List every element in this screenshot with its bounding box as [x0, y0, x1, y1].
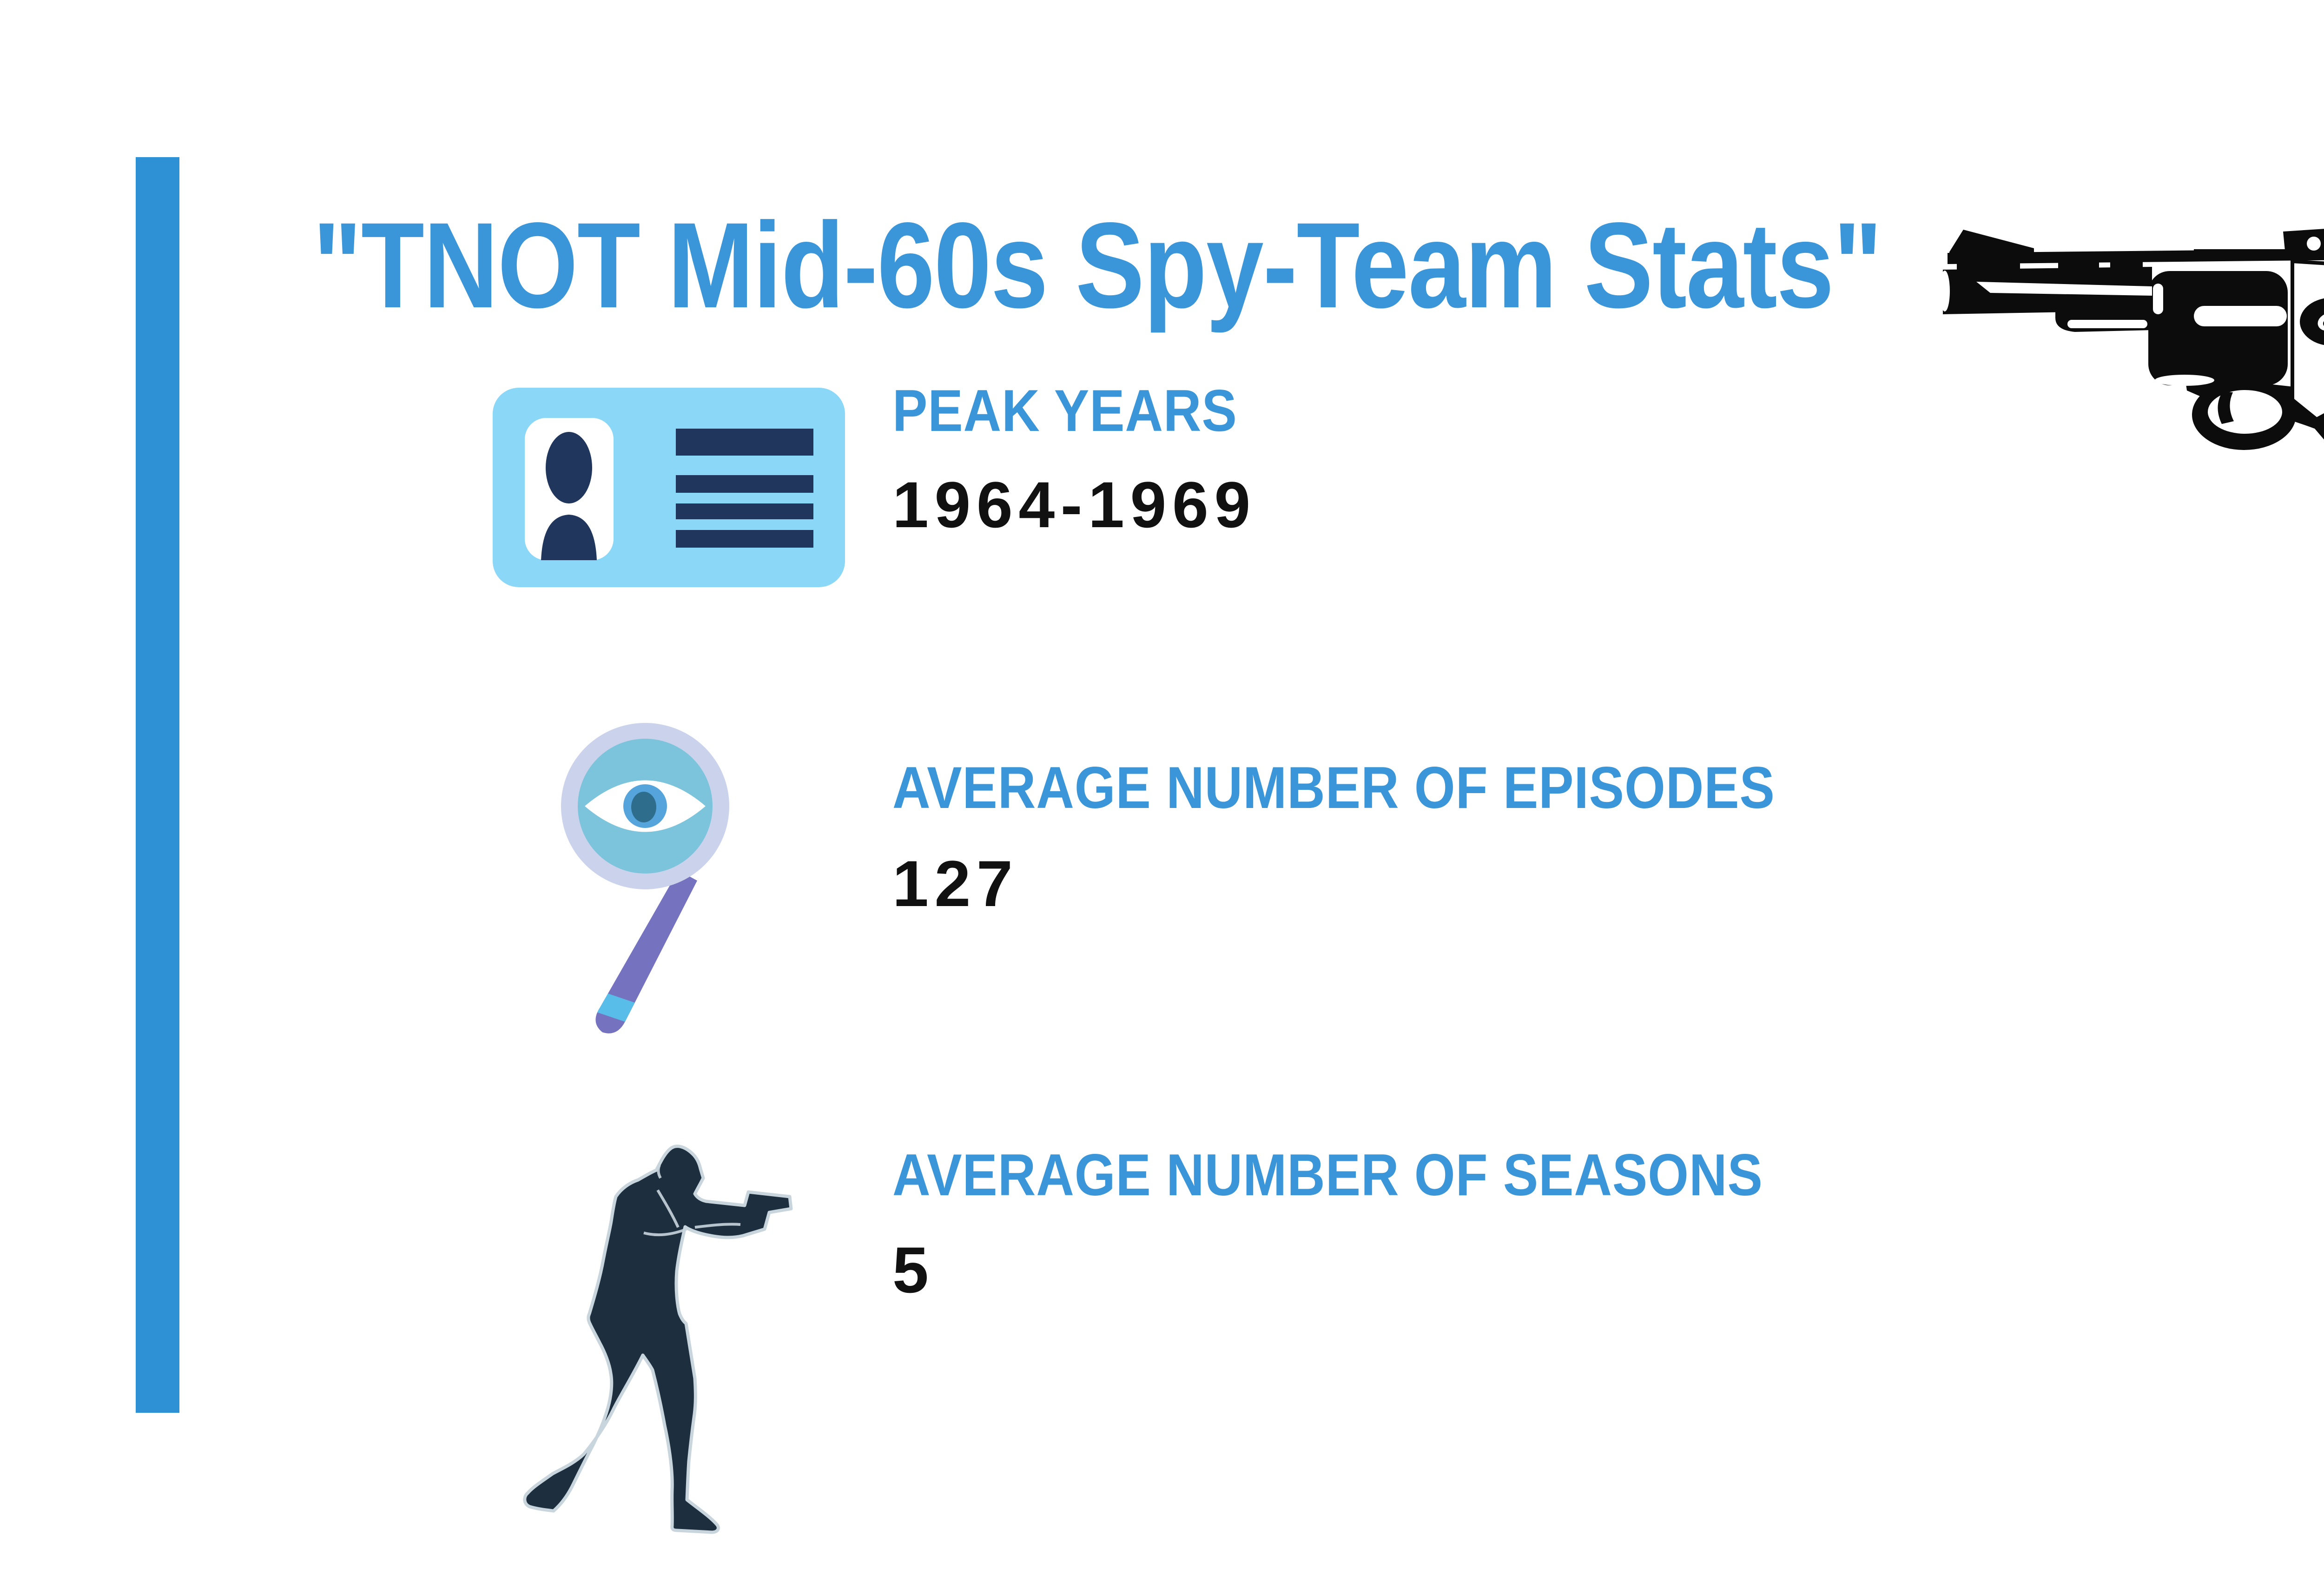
stat-label-text: PEAK YEARS	[892, 377, 1237, 444]
stat-label: AVERAGE NUMBER OF SEASONS	[892, 1145, 1870, 1205]
spy-with-pistol	[523, 1145, 793, 1534]
stat-label: AVERAGE NUMBER OF EPISODES	[892, 758, 1884, 817]
magnifier-handle	[595, 870, 697, 1033]
stat-value: 127	[892, 847, 1019, 920]
revolver-silhouette	[1940, 229, 2324, 450]
page-title-text: "TNOT Mid-60s Spy-Team Stats"	[313, 197, 1882, 333]
id-card-text-lines	[676, 429, 813, 548]
revolver-icon	[1940, 229, 2324, 450]
spy-highlight-lines	[643, 1164, 741, 1237]
id-card-person-glyph	[541, 432, 597, 560]
eye-icon	[585, 780, 706, 832]
stat-label: PEAK YEARS	[892, 381, 1280, 440]
stat-label-text: AVERAGE NUMBER OF EPISODES	[892, 755, 1775, 821]
stat-value: 1964-1969	[892, 468, 1256, 541]
spy-silhouette-icon	[523, 1145, 793, 1534]
stat-value: 5	[892, 1233, 935, 1306]
page-title: "TNOT Mid-60s Spy-Team Stats"	[313, 205, 2159, 326]
accent-bar	[136, 157, 179, 1413]
id-card-icon	[493, 388, 845, 587]
magnifier-eye-icon	[561, 723, 729, 1033]
stat-label-text: AVERAGE NUMBER OF SEASONS	[892, 1142, 1763, 1208]
